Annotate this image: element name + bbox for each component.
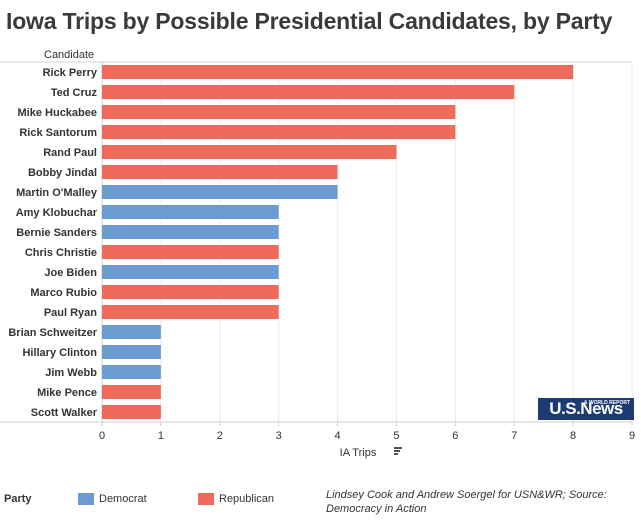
row-label: Martin O'Malley: [16, 187, 98, 199]
bar-bernie-sanders: [102, 225, 279, 239]
x-tick-label: 7: [511, 430, 517, 442]
row-label: Rand Paul: [43, 147, 97, 159]
row-label: Amy Klobuchar: [16, 207, 98, 219]
credit-text: Lindsey Cook and Andrew Soergel for USN&…: [326, 489, 607, 515]
democrat-label: Democrat: [99, 493, 147, 505]
row-label: Scott Walker: [31, 407, 98, 419]
sort-icon: [394, 450, 400, 452]
row-label: Bobby Jindal: [28, 167, 97, 179]
legend-title: Party: [4, 493, 32, 505]
x-tick-label: 0: [99, 430, 105, 442]
x-tick-label: 4: [334, 430, 340, 442]
bar-joe-biden: [102, 265, 279, 279]
sort-icon: [394, 453, 398, 455]
bar-rand-paul: [102, 145, 397, 159]
bar-brian-schweitzer: [102, 325, 161, 339]
row-label: Marco Rubio: [30, 287, 97, 299]
row-label: Jim Webb: [45, 367, 97, 379]
sort-icon: [394, 447, 402, 449]
usnews-logo: U.S.News & WORLD REPORT: [538, 398, 634, 420]
logo-text: U.S.News: [549, 399, 623, 418]
bar-rick-santorum: [102, 125, 456, 139]
legend-item-democrat[interactable]: Democrat: [78, 493, 147, 505]
bar-amy-klobuchar: [102, 205, 279, 219]
row-label: Hillary Clinton: [22, 347, 97, 359]
x-tick-label: 8: [570, 430, 576, 442]
row-label: Bernie Sanders: [16, 227, 97, 239]
bar-chris-christie: [102, 245, 279, 259]
bar-ted-cruz: [102, 85, 515, 99]
x-tick-label: 3: [276, 430, 282, 442]
row-label: Rick Santorum: [19, 127, 97, 139]
legend: Party Democrat Republican Lindsey Cook a…: [0, 488, 641, 524]
logo-small-text: & WORLD REPORT: [583, 400, 630, 406]
bar-paul-ryan: [102, 305, 279, 319]
x-tick-label: 6: [452, 430, 458, 442]
row-label: Rick Perry: [43, 67, 98, 79]
row-label: Joe Biden: [44, 267, 97, 279]
x-tick-label: 9: [629, 430, 635, 442]
x-tick-label: 2: [217, 430, 223, 442]
row-label: Paul Ryan: [44, 307, 97, 319]
bar-rick-perry: [102, 65, 574, 79]
row-label: Brian Schweitzer: [8, 327, 97, 339]
bar-chart: Candidate Rick Perry Ted Cruz Mike Huckabee…: [0, 49, 635, 459]
row-label: Mike Pence: [37, 387, 97, 399]
bar-mike-pence: [102, 385, 161, 399]
bar-scott-walker: [102, 405, 161, 419]
bar-martin-o-malley: [102, 185, 338, 199]
republican-swatch: [198, 493, 214, 505]
bar-jim-webb: [102, 365, 161, 379]
bar-hillary-clinton: [102, 345, 161, 359]
bar-marco-rubio: [102, 285, 279, 299]
row-header: Candidate: [44, 49, 94, 61]
row-label: Ted Cruz: [51, 87, 98, 99]
chart-title: Iowa Trips by Possible Presidential Cand…: [6, 8, 613, 34]
x-tick-label: 1: [158, 430, 164, 442]
republican-label: Republican: [219, 493, 275, 505]
bar-mike-huckabee: [102, 105, 456, 119]
bar-bobby-jindal: [102, 165, 338, 179]
x-axis-title: IA Trips: [340, 447, 377, 459]
legend-item-republican[interactable]: Republican: [198, 493, 274, 505]
x-tick-label: 5: [393, 430, 399, 442]
row-label: Chris Christie: [25, 247, 97, 259]
democrat-swatch: [78, 493, 94, 505]
row-label: Mike Huckabee: [18, 107, 97, 119]
